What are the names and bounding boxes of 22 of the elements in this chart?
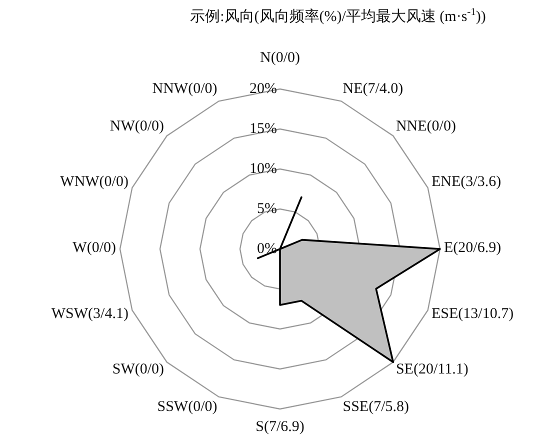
spoke-label: NNE(0/0) (396, 118, 456, 135)
spoke-label: WNW(0/0) (60, 174, 128, 191)
spoke-label: E(20/6.9) (444, 240, 502, 256)
y-tick-label: 10% (250, 161, 277, 178)
spoke-label: S(7/6.9) (256, 419, 304, 436)
y-tick-label: 0% (257, 241, 277, 258)
y-tick-label: 15% (250, 121, 277, 138)
spoke-label: ENE(3/3.6) (432, 174, 502, 191)
spoke-label: SSW(0/0) (157, 399, 218, 416)
spoke-label: WSW(3/4.1) (51, 306, 128, 322)
spoke-label: SE(20/11.1) (396, 362, 468, 378)
spoke-label: SSE(7/5.8) (342, 399, 410, 416)
spoke-label: NE(7/4.0) (342, 82, 404, 98)
y-tick-label: 5% (257, 201, 277, 218)
title: 示例:风向(风向频率(%)/平均最大风速 (m·s$^{-1}$)) (190, 6, 486, 26)
spoke-label: SW(0/0) (112, 362, 164, 378)
spoke-label: ESE(13/10.7) (432, 306, 514, 322)
y-tick-label: 20% (250, 81, 277, 98)
spoke-label: NW(0/0) (110, 118, 164, 135)
spoke-label: W(0/0) (72, 240, 116, 256)
spoke-label: NNW(0/0) (152, 82, 218, 98)
spoke-label: N(0/0) (260, 50, 300, 66)
